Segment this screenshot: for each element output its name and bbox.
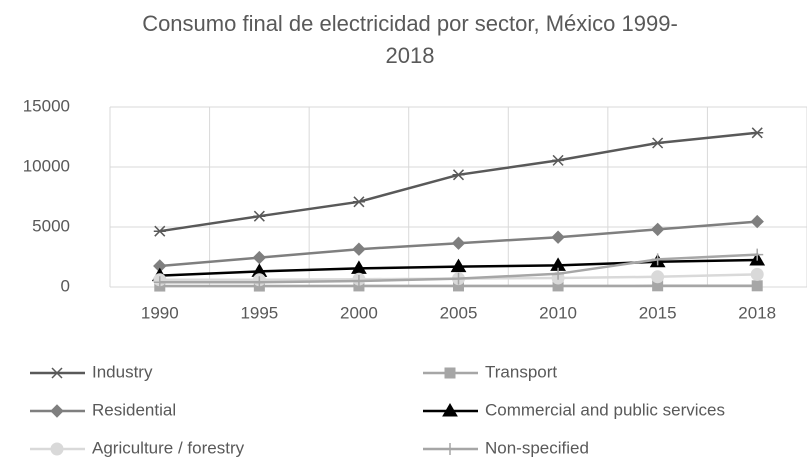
legend-label: Commercial and public services [485,400,725,419]
marker [352,275,365,287]
marker [650,222,665,237]
marker [452,169,465,181]
marker [750,267,764,281]
marker [253,276,266,289]
marker [444,367,456,379]
legend-label: Residential [92,400,176,419]
marker [450,258,467,273]
marker [751,280,763,292]
legend-label: Agriculture / forestry [92,438,245,457]
marker [651,270,665,284]
x-tick-label: 2000 [340,303,378,322]
marker [444,443,456,455]
x-tick-label: 2010 [539,303,577,322]
marker [451,236,466,250]
marker [352,196,365,208]
x-tick-label: 1995 [240,303,278,322]
marker [452,272,465,285]
legend-label: Industry [92,362,153,381]
marker [751,127,764,139]
marker [751,248,764,261]
x-tick-label: 1990 [141,303,179,322]
marker [50,404,64,418]
y-tick-label: 5000 [32,216,70,235]
marker [750,214,764,229]
marker [552,154,565,166]
legend-label: Transport [485,362,557,381]
marker [651,137,664,149]
marker [551,230,565,244]
series [153,248,764,289]
y-tick-label: 0 [61,276,70,295]
line [159,131,758,233]
series [153,127,764,237]
y-tick-label: 10000 [23,156,70,175]
marker [153,276,166,289]
marker [51,367,63,379]
chart-title: Consumo final de electricidad por sector… [142,11,678,68]
marker [50,442,64,456]
marker [442,403,458,417]
series [153,214,764,273]
x-tick-label: 2018 [738,303,776,322]
marker [253,210,266,222]
marker [252,250,267,265]
marker [352,242,366,256]
marker [153,225,166,237]
x-tick-label: 2015 [639,303,677,322]
legend-label: Non-specified [485,438,589,457]
y-tick-label: 15000 [23,96,70,115]
x-tick-label: 2005 [440,303,478,322]
marker [651,253,664,266]
marker [552,267,565,280]
